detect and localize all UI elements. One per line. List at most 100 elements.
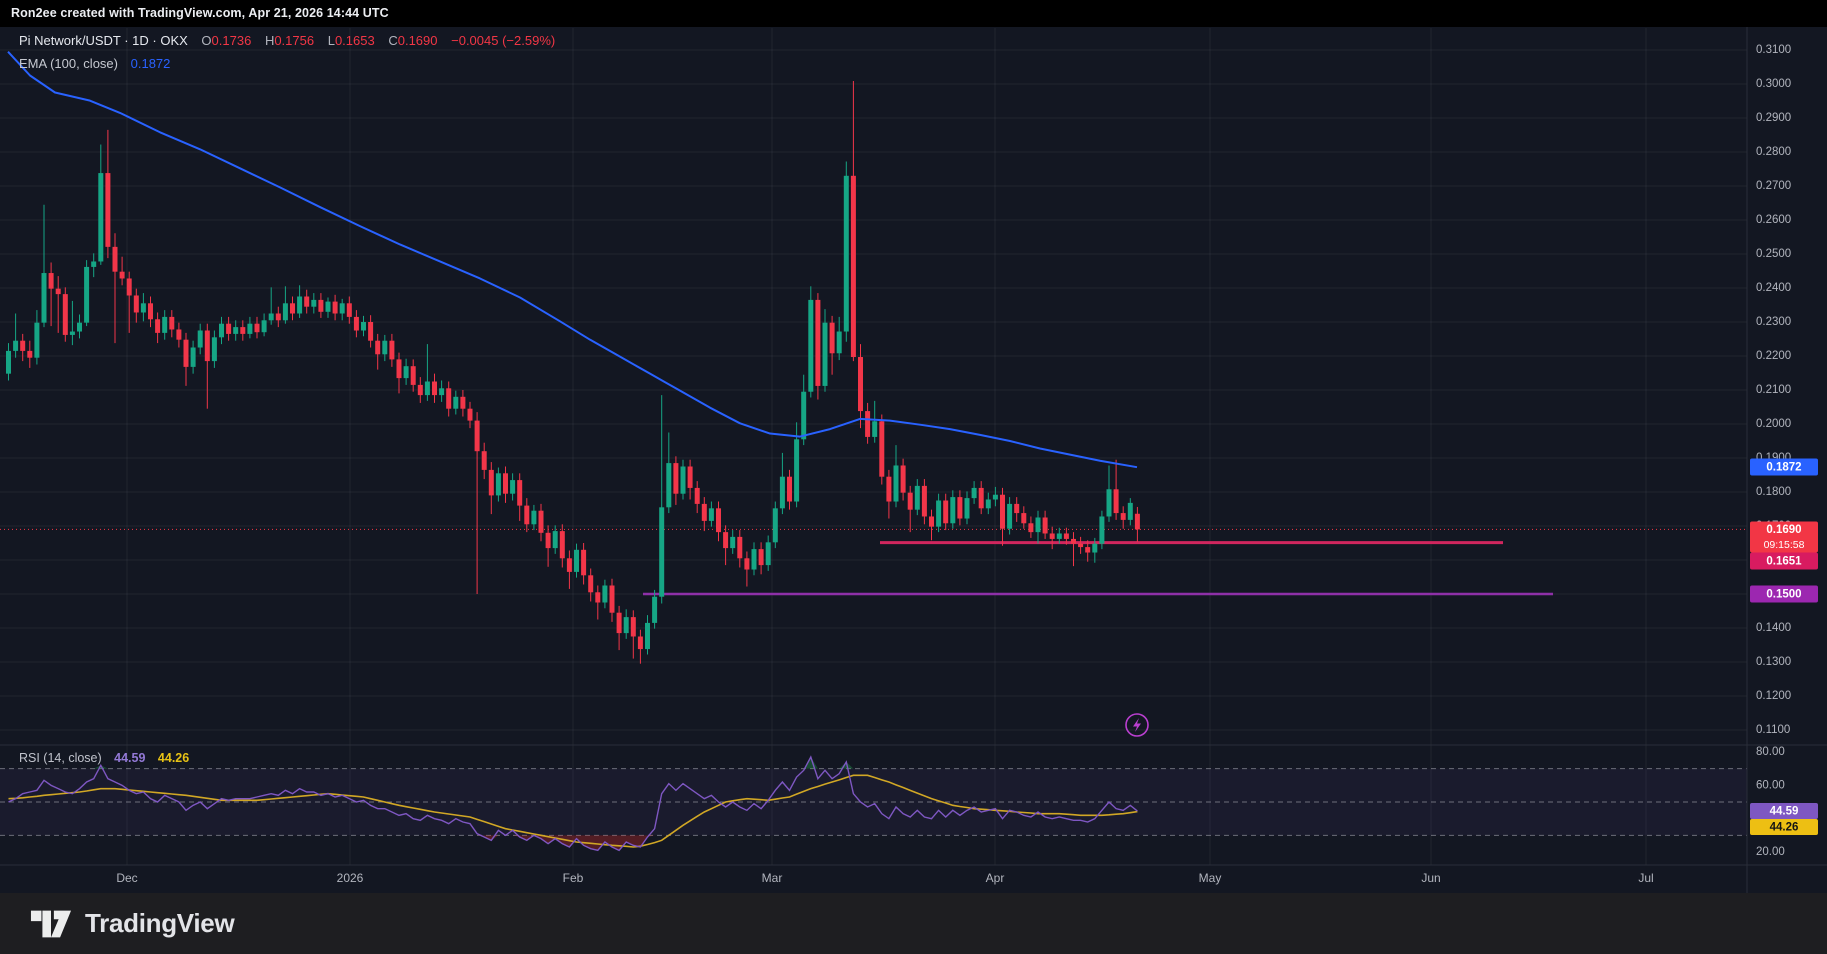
candle	[1000, 487, 1005, 546]
svg-text:0.2500: 0.2500	[1756, 248, 1791, 260]
svg-text:80.00: 80.00	[1756, 746, 1785, 758]
svg-text:Feb: Feb	[563, 871, 584, 885]
candle	[432, 373, 437, 403]
candle	[588, 568, 594, 602]
candle	[957, 490, 963, 526]
candle	[495, 467, 501, 502]
svg-text:0.1100: 0.1100	[1756, 724, 1790, 736]
svg-text:0.1400: 0.1400	[1756, 622, 1791, 634]
candle	[787, 469, 792, 510]
svg-text:44.26: 44.26	[1770, 822, 1799, 834]
lightning-icon[interactable]	[1125, 713, 1149, 737]
high-value: 0.1756	[274, 33, 315, 48]
candle	[403, 358, 409, 385]
candle	[91, 253, 97, 278]
candle	[211, 330, 217, 368]
rsi-value-badge: 44.59	[1750, 803, 1818, 819]
candle	[290, 296, 295, 321]
candle	[985, 492, 991, 515]
candle	[552, 525, 558, 554]
candle	[48, 262, 54, 327]
rsi-legend-row[interactable]: RSI (14, close) 44.59 44.26	[19, 748, 189, 768]
candle	[311, 293, 317, 314]
svg-text:20.00: 20.00	[1756, 846, 1785, 858]
candle	[1028, 516, 1034, 538]
candle	[396, 352, 402, 394]
low-label: L	[327, 33, 335, 48]
tradingview-logo-text[interactable]: TradingView	[85, 908, 235, 938]
candle	[758, 542, 764, 575]
ema-legend-row[interactable]: EMA (100, close) 0.1872	[19, 52, 555, 75]
candle	[822, 309, 828, 392]
candle	[140, 293, 146, 322]
svg-text:0.1200: 0.1200	[1756, 690, 1791, 702]
candle	[730, 530, 736, 554]
candle	[410, 359, 416, 392]
candle	[417, 377, 423, 403]
svg-text:0.3000: 0.3000	[1756, 78, 1791, 90]
symbol-legend-row[interactable]: Pi Network/USDT · 1D · OKX O0.1736 H0.17…	[19, 29, 555, 52]
rsi-line[interactable]	[8, 755, 1138, 852]
candle	[602, 579, 608, 609]
symbol-title[interactable]: Pi Network/USDT · 1D · OKX	[19, 33, 188, 48]
candle	[879, 414, 885, 485]
candle	[680, 459, 686, 500]
candle	[858, 344, 863, 429]
candle	[723, 525, 729, 566]
candle	[779, 452, 785, 515]
candle	[737, 530, 743, 568]
svg-text:0.2600: 0.2600	[1756, 214, 1791, 226]
candle	[1035, 510, 1041, 544]
candle	[382, 334, 388, 362]
svg-text:Dec: Dec	[116, 871, 137, 885]
svg-text:0.2800: 0.2800	[1756, 146, 1791, 158]
candle	[169, 310, 175, 338]
rsi-ma-line[interactable]	[8, 774, 1138, 848]
candle	[1014, 497, 1020, 522]
candle	[13, 313, 19, 358]
candle	[1092, 537, 1098, 563]
candle	[559, 524, 565, 568]
candle	[332, 294, 338, 321]
candle	[914, 479, 920, 516]
candle	[850, 80, 856, 362]
ema-line[interactable]	[7, 51, 1138, 469]
candle	[673, 456, 679, 505]
candle	[893, 445, 899, 508]
footer-bar: TradingView	[0, 893, 1827, 954]
svg-text:May: May	[1199, 871, 1222, 885]
close-value: 0.1690	[397, 33, 438, 48]
candle	[751, 542, 757, 576]
attribution-text: Ron2ee created with TradingView.com, Apr…	[11, 6, 389, 20]
candle	[105, 129, 111, 259]
candle	[20, 333, 26, 362]
candle	[694, 481, 700, 514]
candle	[936, 493, 942, 533]
candle	[375, 333, 381, 370]
candle	[133, 288, 139, 323]
candle	[524, 498, 530, 533]
candle	[886, 469, 892, 519]
price-axis[interactable]: 0.3100 0.3000 0.2900 0.2800 0.2700 0.2600 0.25…	[1756, 44, 1791, 858]
candle	[84, 260, 90, 327]
candle	[708, 501, 714, 527]
time-axis[interactable]: Dec 2026 Feb Mar Apr May Jun Jul	[116, 871, 1653, 885]
candle	[368, 315, 374, 348]
close-label: C	[388, 33, 398, 48]
svg-text:0.1300: 0.1300	[1756, 656, 1791, 668]
candle	[439, 380, 445, 402]
svg-text:0.1690: 0.1690	[1766, 524, 1801, 536]
candle	[574, 543, 579, 578]
purple-level-badge: 0.1500	[1750, 585, 1818, 603]
rsi-ma-value-badge: 44.26	[1750, 819, 1818, 835]
candle	[1021, 506, 1027, 529]
tradingview-logo-icon[interactable]	[30, 909, 72, 939]
candle	[34, 310, 40, 365]
candle	[950, 490, 956, 529]
svg-text:0.1800: 0.1800	[1756, 486, 1791, 498]
candle	[637, 629, 643, 664]
candle	[865, 402, 871, 444]
candle	[566, 550, 572, 589]
candle	[843, 161, 849, 342]
